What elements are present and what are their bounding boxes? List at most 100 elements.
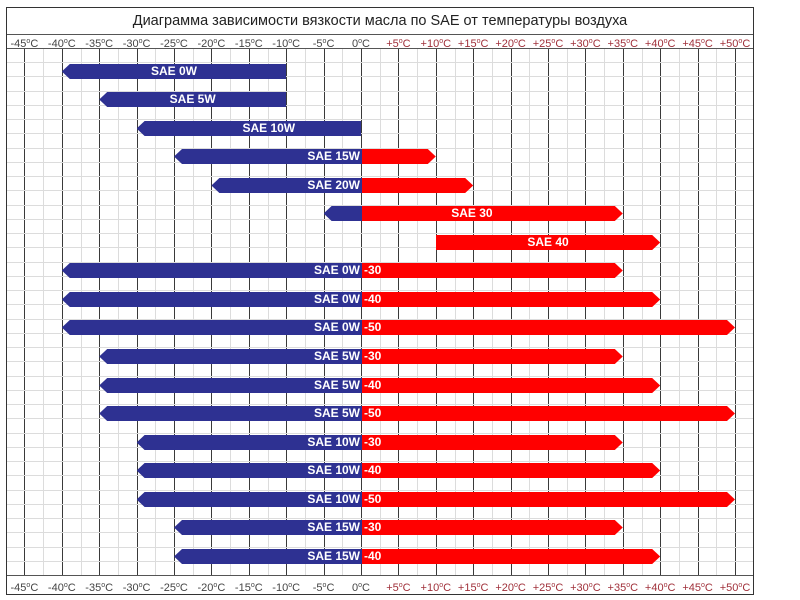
bar-label-cold: SAE 15W [307,149,360,163]
grid-line-minor [455,49,456,575]
grid-line-horizontal [7,247,753,248]
grid-line-minor [380,49,381,575]
grid-line-minor [193,49,194,575]
x-axis-bottom: -45oC -40oC -35oC -30oC -25oC -20oC -15oC -10oC… [7,575,753,595]
grid-line-minor [716,49,717,575]
bar-label-warm: -40 [364,378,382,392]
x-tick-label: -40oC [47,582,76,594]
degree-symbol: o [322,582,327,589]
grid-line-major [99,49,100,575]
bar-label-warm: -40 [364,292,382,306]
bar-sae-40: SAE 40 [7,235,753,250]
grid-line-horizontal [7,119,753,120]
grid-line-horizontal [7,547,753,548]
degree-symbol: o [626,38,631,45]
degree-symbol: o [358,582,363,589]
x-tick-label: 0oC [352,38,370,50]
degree-symbol: o [26,582,31,589]
bar-sae-5w-50: SAE 5W -50 [7,406,753,421]
grid-line-major [286,49,287,575]
bar-sae-15w-30: SAE 15W -30 [7,520,753,535]
degree-symbol: o [588,582,593,589]
cold-range-segment [61,320,363,335]
x-tick-label: +20oC [495,582,526,594]
x-tick-label: +15oC [457,582,489,594]
degree-symbol: o [514,38,518,45]
plot-area: SAE 0W SAE 5W SAE 10W SAE 15W SAE 20W SAE 30 S… [7,49,753,575]
bar-label-warm: -30 [364,263,382,277]
x-tick-label: +35oC [607,38,639,50]
bar-sae-5w-30: SAE 5W -30 [7,349,753,364]
degree-symbol: o [738,38,743,45]
bar-sae-10w-40: SAE 10W -40 [7,463,753,478]
warm-range-segment [362,263,623,278]
degree-symbol: o [63,38,68,45]
x-tick-label: -5oC [312,582,335,594]
x-tick-label: -35oC [85,38,114,50]
x-tick-label: -5oC [312,38,335,50]
x-tick-label: +5oC [386,38,411,50]
degree-symbol: o [101,38,106,45]
bar-sae-10w: SAE 10W [7,121,753,136]
bar-label-cold: SAE 10W [307,492,360,506]
x-tick-label: +30oC [570,38,601,50]
grid-line-horizontal [7,105,753,106]
x-tick-label: -20oC [197,38,226,50]
grid-line-minor [305,49,306,575]
degree-symbol: o [551,582,556,589]
cold-range-segment [136,463,363,478]
grid-line-major [436,49,437,575]
degree-symbol: o [439,38,444,45]
x-axis-top: -45oC -40oC -35oC -30oC -25oC -20oC -15oC -10oC… [7,35,753,50]
x-tick-label: +35oC [607,582,639,594]
degree-symbol: o [288,582,293,589]
bar-sae-5w: SAE 5W [7,92,753,107]
bar-label-warm: -30 [364,520,382,534]
bar-label-cold: SAE 10W [242,121,296,135]
degree-symbol: o [250,582,255,589]
x-tick-label: +45oC [682,38,713,50]
bar-sae-15w: SAE 15W [7,149,753,164]
warm-range-segment [362,149,436,164]
grid-line-major [585,49,586,575]
grid-line-minor [529,49,530,575]
warm-range-segment [362,206,623,221]
bar-label-cold: SAE 0W [313,263,360,277]
grid-line-minor [567,49,568,575]
x-tick-label: +20oC [495,38,526,50]
bar-label-cold: SAE 5W [169,92,216,106]
bar-label-warm: -40 [364,549,382,563]
grid-line-major [548,49,549,575]
degree-symbol: o [63,582,68,589]
grid-line-horizontal [7,133,753,134]
degree-symbol: o [663,38,668,45]
bar-label-warm: -50 [364,406,382,420]
bar-label-cold: SAE 5W [313,406,360,420]
degree-symbol: o [476,582,481,589]
cold-range-segment [61,64,287,79]
bar-label-cold: SAE 10W [307,463,360,477]
chart-title: Диаграмма зависимости вязкости масла по … [7,8,753,35]
bar-label-warm: -50 [364,320,382,334]
x-tick-label: -25oC [160,38,188,50]
grid-line-horizontal [7,490,753,491]
bar-label-cold: SAE 5W [313,349,360,363]
bar-sae-5w-40: SAE 5W -40 [7,378,753,393]
degree-symbol: o [288,38,293,45]
grid-line-horizontal [7,518,753,519]
x-tick-label: +10oC [420,38,452,50]
cold-range-segment [136,435,363,450]
warm-range-segment [362,435,623,450]
bar-label-cold: SAE 0W [313,292,360,306]
bar-label-cold: SAE 10W [307,435,360,449]
cold-range-segment [174,549,363,564]
grid-line-horizontal [7,433,753,434]
warm-range-segment [362,520,623,535]
degree-symbol: o [138,582,143,589]
warm-range-segment [362,320,735,335]
degree-symbol: o [476,38,481,45]
x-tick-label: -25oC [160,582,188,594]
x-tick-label: -15oC [234,38,263,50]
cold-range-segment [99,406,363,421]
x-tick-label: +5oC [386,582,411,594]
